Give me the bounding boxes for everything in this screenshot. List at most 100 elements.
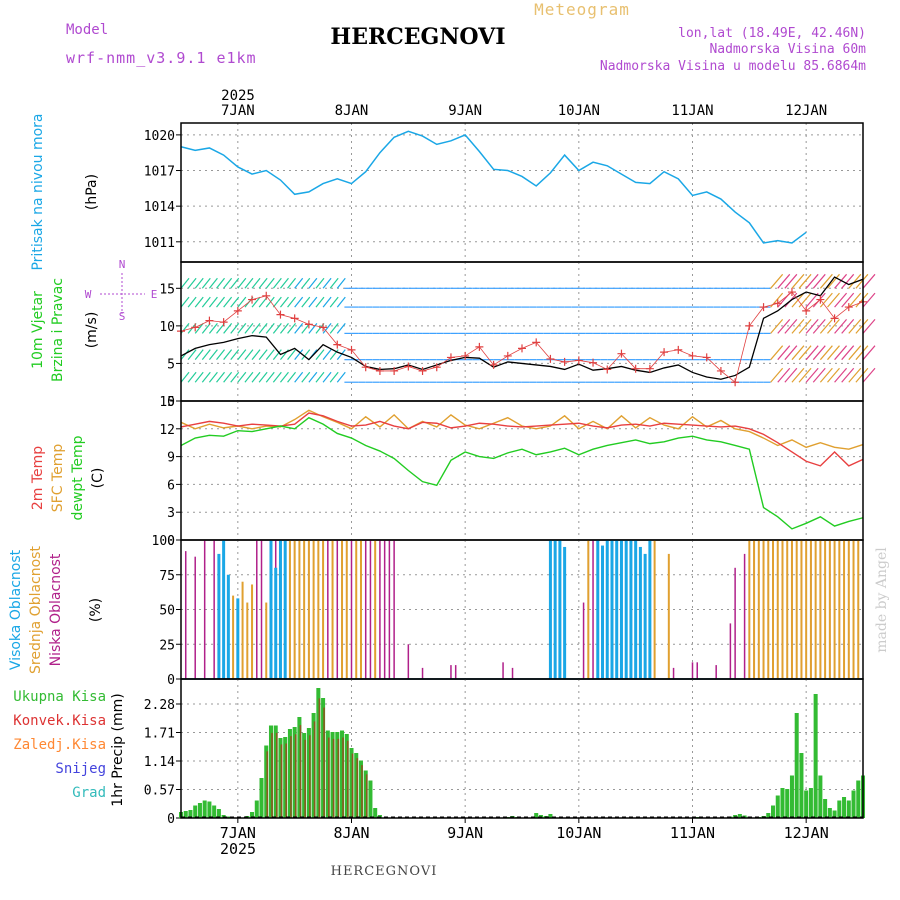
precip-total-bar	[344, 734, 349, 818]
wind-barb	[180, 323, 190, 334]
wind-barb	[777, 345, 791, 361]
precip-total-bar	[207, 801, 212, 818]
wind-barb	[841, 292, 855, 308]
wind-barb	[237, 296, 247, 308]
cloud-mid-bar	[246, 602, 249, 679]
temp-unit-label: (C)	[90, 468, 106, 489]
precip-total-bar	[813, 694, 818, 818]
compass-e: E	[151, 288, 158, 301]
y-tick-label: 15	[159, 282, 175, 297]
wind-barb	[258, 277, 268, 289]
precip-total-bar	[202, 800, 207, 818]
precip-total-bar	[297, 717, 302, 818]
precip-total-bar	[789, 775, 794, 818]
precip-total-bar	[799, 753, 804, 818]
pressure-axis-label: Pritisak na nivou mora	[30, 113, 46, 270]
cloud-mid-bar	[843, 540, 846, 679]
cloud-low-bar	[260, 540, 263, 679]
y-tick-label: 2.28	[144, 698, 175, 713]
panel-frame	[180, 261, 864, 402]
panel-frame	[180, 122, 864, 263]
wind-speed-line	[180, 276, 864, 380]
wind-barb	[265, 277, 275, 289]
wind-barb	[244, 323, 254, 334]
precip-total-bar	[259, 778, 264, 818]
precip-total-bar	[325, 730, 330, 818]
precip-total-bar	[292, 727, 297, 818]
model-name: wrf-nmm_v3.9.1 e1km	[66, 49, 257, 67]
wind-barb	[315, 371, 325, 383]
y-tick-label: 1017	[144, 165, 175, 180]
y-tick-label: 25	[159, 638, 175, 653]
wind-barb	[848, 273, 862, 289]
cloud-high-bar	[624, 540, 628, 679]
cloud-low-bar	[734, 567, 736, 679]
wind-barb	[194, 323, 204, 334]
y-tick-label: 1020	[144, 129, 175, 144]
precip-total-bar	[837, 800, 842, 818]
wind-barb	[258, 349, 268, 361]
wind-barb	[827, 318, 840, 334]
cloud-mid-bar	[852, 540, 855, 679]
meteogram-label: Meteogram	[534, 0, 630, 19]
wind-barb	[862, 367, 876, 383]
precip-total-bar	[808, 788, 813, 818]
cloud-mid-bar	[809, 540, 812, 679]
precip-total-bar	[534, 813, 539, 818]
y-tick-label: 9	[167, 451, 175, 466]
y-tick-label: 0.57	[144, 784, 175, 799]
precip-conv-bar	[342, 737, 344, 818]
y-tick-label: 12	[159, 423, 175, 438]
wind-barb	[834, 292, 848, 308]
precip-total-bar	[856, 780, 861, 818]
cloud-high-bar	[283, 540, 287, 679]
wind-barb	[208, 296, 218, 308]
wind-barb	[230, 323, 240, 334]
wind-barb	[329, 277, 339, 289]
wind-barb	[265, 349, 275, 361]
cloud-low-bar	[729, 623, 732, 679]
cloud-high-bar	[236, 598, 240, 679]
precip-total-bar	[193, 805, 198, 818]
precip-total-bar	[775, 795, 780, 818]
cloud-mid-bar	[819, 540, 822, 679]
wind-barb	[770, 318, 784, 334]
cloud-mid-bar	[288, 540, 291, 679]
wind-barb	[841, 273, 855, 289]
cloud-mid-bar	[312, 540, 315, 679]
y-tick-label: 0	[167, 534, 175, 549]
cloud-mid-bar	[355, 540, 358, 679]
precip-conv-bar	[365, 774, 368, 818]
wind-barb	[265, 371, 275, 383]
compass-w: W	[85, 288, 92, 301]
cloud-mid-bar	[757, 540, 760, 679]
cloud-mid-bar	[772, 540, 775, 679]
y-tick-label: 0	[167, 812, 175, 827]
wind-barb	[798, 273, 812, 289]
wind-barb	[336, 371, 346, 383]
2m-temp-line	[180, 412, 864, 467]
precip-total-bar	[363, 770, 368, 818]
pressure-unit-label: (hPa)	[84, 174, 100, 210]
wind-barbs	[180, 273, 876, 383]
cloud-mid-bar	[317, 540, 320, 679]
cloud-low-bar	[364, 540, 367, 679]
precip-total-bar	[306, 728, 311, 818]
wind-barb	[308, 371, 318, 383]
precip-total-bar	[264, 745, 269, 818]
wind-barb	[279, 371, 289, 383]
wind-barb	[301, 296, 311, 308]
y-tick-label: 5	[167, 357, 175, 372]
cloud-high-bar	[274, 567, 278, 679]
cloud-mid-bar	[753, 540, 756, 679]
cloud-unit-label: (%)	[88, 598, 104, 622]
wind-barb	[294, 371, 304, 383]
wind-barb	[201, 277, 211, 289]
bottom-year-label: 2025	[220, 840, 256, 858]
wind-barb	[841, 345, 855, 361]
wind-barb	[244, 371, 254, 383]
wind-barb	[272, 349, 282, 361]
cloud-low-bar	[194, 556, 196, 679]
cloud-low-bar	[383, 540, 386, 679]
